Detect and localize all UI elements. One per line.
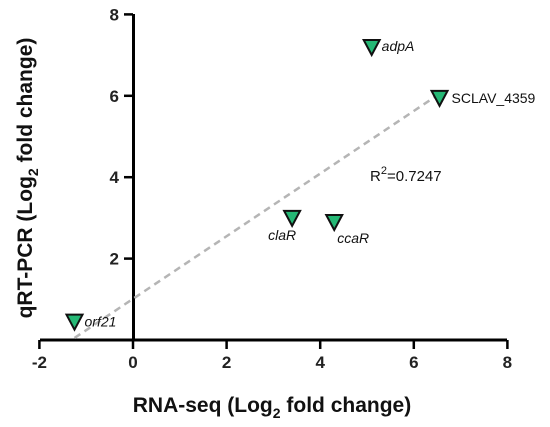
- data-point-marker: [64, 313, 85, 332]
- trendline: [73, 92, 441, 340]
- x-tick-label: 4: [315, 353, 325, 372]
- y-title-sub: 2: [25, 168, 41, 176]
- y-tick-label: 4: [110, 168, 120, 187]
- x-tick-label: 2: [222, 353, 231, 372]
- x-title-part2: fold change): [281, 394, 412, 417]
- y-axis-title: qRT-PCR (Log2 fold change): [14, 38, 41, 319]
- data-point-marker: [362, 38, 382, 58]
- annotation-superscript: 2: [381, 165, 387, 177]
- data-point-marker: [282, 209, 302, 229]
- x-tick-label: -2: [32, 353, 47, 372]
- x-tick-label: 8: [503, 353, 512, 372]
- y-tick-label: 8: [110, 5, 119, 24]
- x-axis-title: RNA-seq (Log2 fold change): [133, 394, 411, 421]
- annotation-value: =0.7247: [387, 168, 442, 185]
- data-point-marker: [429, 89, 450, 108]
- y-title-part1: qRT-PCR (Log: [14, 176, 37, 318]
- y-tick-label: 6: [110, 87, 119, 106]
- y-tick-label: 2: [110, 250, 119, 269]
- annotation-prefix: R: [370, 168, 381, 185]
- data-point-label: SCLAV_4359: [452, 90, 536, 106]
- data-point-marker: [324, 213, 344, 233]
- data-point-label: claR: [268, 227, 296, 243]
- y-ticks: 2 4 6 8: [110, 5, 133, 269]
- x-ticks: -2 0 2 4 6 8: [32, 340, 512, 372]
- data-point-label: orf21: [85, 314, 117, 330]
- data-point-label: ccaR: [337, 230, 369, 246]
- x-title-sub: 2: [273, 405, 281, 421]
- y-title-part2: fold change): [14, 38, 37, 169]
- r-squared-annotation: R2=0.7247: [370, 165, 442, 185]
- x-tick-label: 6: [409, 353, 418, 372]
- data-point-label: adpA: [382, 38, 415, 54]
- data-points: adpA SCLAV_4359 claR ccaR orf21: [64, 38, 536, 332]
- x-tick-label: 0: [128, 353, 137, 372]
- x-title-part1: RNA-seq (Log: [133, 394, 273, 417]
